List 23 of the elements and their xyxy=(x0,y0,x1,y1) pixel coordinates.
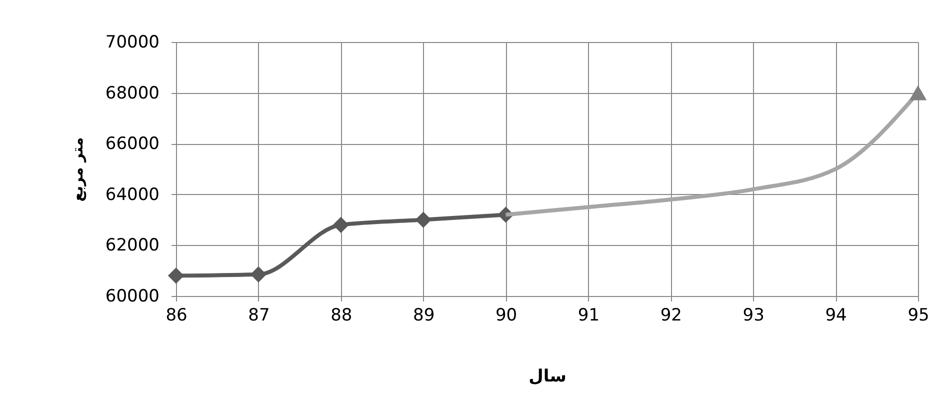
y-tick-label: 68000 xyxy=(105,83,160,104)
x-tick-label: 91 xyxy=(578,306,600,326)
x-tick-label: 95 xyxy=(908,306,930,326)
x-tick-label: 93 xyxy=(742,306,764,326)
x-axis-title: سال xyxy=(528,366,566,386)
x-tick-label: 90 xyxy=(495,306,518,326)
x-tick-label: 92 xyxy=(660,306,682,326)
point xyxy=(168,268,184,284)
y-tick-label: 70000 xyxy=(105,32,160,52)
x-tick-label: 86 xyxy=(166,306,188,326)
y-axis-title: متر مربع xyxy=(68,137,86,202)
y-tick-label: 64000 xyxy=(105,184,160,205)
y-tick-label: 60000 xyxy=(105,286,160,306)
y-tick-label: 62000 xyxy=(105,236,160,256)
x-tick-label: 87 xyxy=(248,306,270,326)
y-tick-label: 66000 xyxy=(105,134,160,154)
point xyxy=(909,85,927,100)
point xyxy=(415,212,432,228)
point xyxy=(332,216,349,233)
x-tick-label: 89 xyxy=(413,306,435,326)
point xyxy=(250,266,267,282)
x-tick-label: 88 xyxy=(330,306,352,326)
x-tick-label: 94 xyxy=(825,306,847,326)
